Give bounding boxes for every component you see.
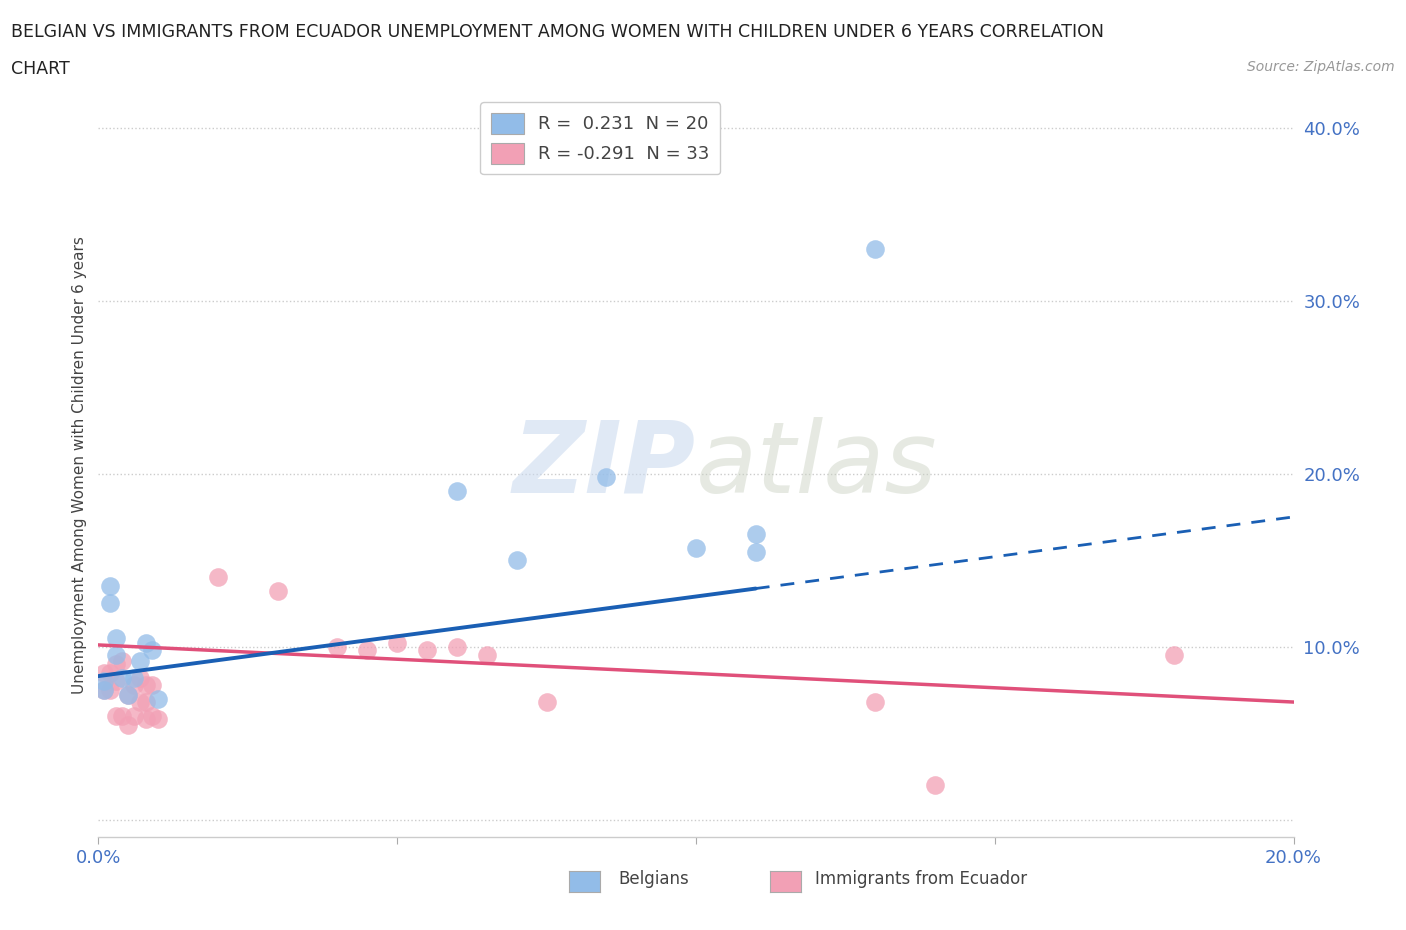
Text: BELGIAN VS IMMIGRANTS FROM ECUADOR UNEMPLOYMENT AMONG WOMEN WITH CHILDREN UNDER : BELGIAN VS IMMIGRANTS FROM ECUADOR UNEMP… [11,23,1104,41]
Point [1163,648,1185,663]
Point [105,631,128,645]
Point [117,687,139,702]
Point [135,711,157,726]
Point [745,526,768,541]
Point [924,777,946,792]
Point [326,639,349,654]
Point [124,677,146,692]
Point [124,709,146,724]
Point [385,636,409,651]
Point [141,709,163,724]
Point [129,695,152,710]
Y-axis label: Unemployment Among Women with Children Under 6 years: Unemployment Among Women with Children U… [72,236,87,694]
Point [865,695,887,710]
Point [865,241,887,256]
Text: Source: ZipAtlas.com: Source: ZipAtlas.com [1247,60,1395,74]
Point [93,674,115,689]
Point [129,653,152,668]
Point [135,695,157,710]
Text: atlas: atlas [696,417,938,513]
Point [506,552,529,567]
Point [148,711,170,726]
Point [446,484,468,498]
Text: Immigrants from Ecuador: Immigrants from Ecuador [815,870,1028,888]
Point [416,643,439,658]
Text: CHART: CHART [11,60,70,78]
Point [356,643,378,658]
Point [111,671,134,685]
Point [111,653,134,668]
Point [105,648,128,663]
Point [595,470,617,485]
Point [93,683,115,698]
Text: ZIP: ZIP [513,417,696,513]
Point [117,687,139,702]
Point [141,643,163,658]
Point [98,596,122,611]
Point [267,584,290,599]
Point [105,657,128,671]
Point [446,639,468,654]
Point [117,717,139,732]
Point [135,677,157,692]
Point [93,665,115,680]
Point [745,544,768,559]
Point [124,671,146,685]
Legend: R =  0.231  N = 20, R = -0.291  N = 33: R = 0.231 N = 20, R = -0.291 N = 33 [481,102,720,175]
Point [98,578,122,593]
Text: Belgians: Belgians [619,870,689,888]
Point [98,683,122,698]
Point [105,674,128,689]
Point [105,709,128,724]
Point [148,691,170,706]
Point [129,671,152,685]
Point [98,665,122,680]
Point [93,683,115,698]
Point [111,709,134,724]
Point [536,695,558,710]
Point [207,570,229,585]
Point [141,677,163,692]
Point [685,540,707,555]
Point [475,648,498,663]
Point [135,636,157,651]
